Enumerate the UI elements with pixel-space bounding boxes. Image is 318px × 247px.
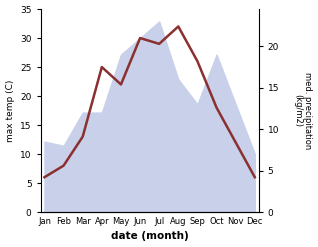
Y-axis label: max temp (C): max temp (C) xyxy=(5,79,15,142)
X-axis label: date (month): date (month) xyxy=(111,231,189,242)
Y-axis label: med. precipitation
(kg/m2): med. precipitation (kg/m2) xyxy=(293,72,313,149)
